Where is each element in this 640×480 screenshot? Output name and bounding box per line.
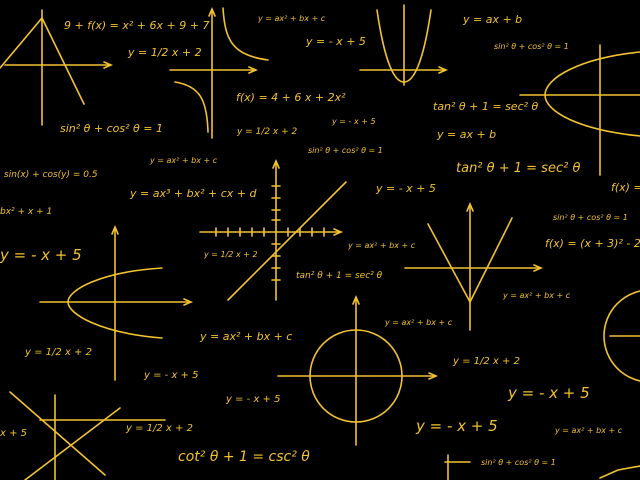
triangle-graph: [0, 9, 114, 126]
equation-negative-slope: y = - x + 5: [144, 370, 199, 381]
equation-linear: y = ax + b: [463, 13, 523, 26]
circle-graph: [277, 294, 439, 446]
equation-polynomial: f(x) = 4 + 6 x + 2x²: [236, 91, 346, 104]
equation-negative-slope: y = - x + 5: [226, 394, 281, 405]
equation-half-slope: y = 1/2 x + 2: [453, 356, 520, 367]
equation-half-slope: y = 1/2 x + 2: [237, 127, 298, 137]
equation-quadratic-sum: 9 + f(x) = x² + 6x + 9 + 7: [64, 19, 210, 32]
equation-polynomial-partial: bx² + x + 1: [0, 207, 53, 217]
equation-trig-identity: sin² θ + cos² θ = 1: [308, 146, 383, 155]
equation-quadratic-form: y = ax² + bx + c: [348, 241, 416, 250]
equation-cotangent-identity: cot² θ + 1 = csc² θ: [178, 449, 310, 465]
equation-half-slope: y = 1/2 x + 2: [128, 46, 202, 59]
equation-quadratic-form: y = ax² + bx + c: [200, 330, 293, 343]
equation-vertex-form: f(x) = (x + 3)² - 2: [545, 237, 640, 250]
equation-cubic: y = ax³ + bx² + cx + d: [130, 187, 257, 200]
equation-negative-slope: y = - x + 5: [0, 246, 82, 264]
absolute-value-graph: [404, 201, 544, 331]
equation-function-partial: f(x) =: [611, 181, 640, 194]
linear-graph-axes: [199, 158, 347, 301]
equation-partial-linear: x + 5: [0, 428, 28, 439]
equation-quadratic-form: y = ax² + bx + c: [385, 318, 453, 327]
hyperbola-graph: [169, 6, 269, 139]
equation-sine-cosine: sin(x) + cos(y) = 0.5: [4, 170, 98, 180]
equation-negative-slope: y = - x + 5: [416, 417, 498, 435]
equation-quadratic-form: y = ax² + bx + c: [150, 156, 218, 165]
equation-quadratic-form: y = ax² + bx + c: [503, 291, 571, 300]
equation-trig-identity: sin² θ + cos² θ = 1: [481, 458, 556, 467]
equation-tangent-identity: tan² θ + 1 = sec² θ: [296, 271, 383, 281]
equation-negative-slope: y = - x + 5: [376, 182, 436, 195]
crossing-lines-graph: [9, 391, 166, 480]
left-parabola-graph: [39, 224, 194, 381]
equation-trig-identity: sin² θ + cos² θ = 1: [60, 122, 163, 135]
equation-half-slope: y = 1/2 x + 2: [25, 347, 92, 358]
equation-negative-slope: y = - x + 5: [306, 35, 366, 48]
equation-quadratic-form: y = ax² + bx + c: [258, 14, 326, 23]
equation-trig-identity: sin² θ + cos² θ = 1: [553, 213, 628, 222]
equation-quadratic-form: y = ax² + bx + c: [555, 426, 623, 435]
equation-negative-slope: y = - x + 5: [332, 117, 376, 126]
edge-circle-graph: [603, 290, 640, 382]
equation-linear: y = ax + b: [437, 128, 497, 141]
equation-tangent-identity: tan² θ + 1 = sec² θ: [433, 100, 539, 113]
parabola-graph: [359, 4, 449, 86]
equation-negative-slope: y = - x + 5: [508, 384, 590, 402]
partial-axes-graph: [444, 454, 640, 480]
equation-half-slope: y = 1/2 x + 2: [126, 423, 193, 434]
equation-tangent-identity: tan² θ + 1 = sec² θ: [456, 161, 581, 176]
equation-trig-identity: sin² θ + cos² θ = 1: [494, 42, 569, 51]
sideways-parabola-graph: [519, 44, 640, 176]
equation-half-slope: y = 1/2 x + 2: [204, 250, 258, 259]
